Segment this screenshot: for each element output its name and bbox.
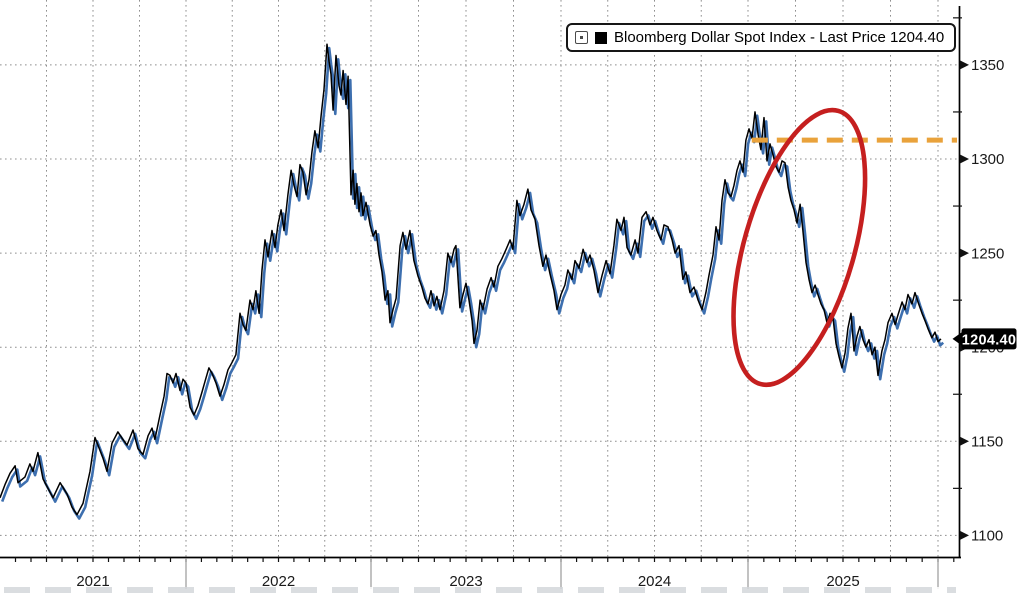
y-axis-tick-arrow-icon bbox=[960, 530, 969, 540]
y-axis-tick-arrow-icon bbox=[960, 436, 969, 446]
legend-toggle-icon[interactable] bbox=[575, 31, 588, 44]
legend-series-marker bbox=[595, 31, 607, 44]
x-axis-year-label: 2024 bbox=[638, 573, 671, 590]
y-axis-tick-arrow-icon bbox=[960, 248, 969, 258]
y-axis-tick-arrow-icon bbox=[960, 154, 969, 164]
y-axis-tick-label: 1250 bbox=[971, 245, 1004, 262]
y-axis-tick-arrow-icon bbox=[960, 60, 969, 70]
legend-box[interactable]: Bloomberg Dollar Spot Index - Last Price… bbox=[566, 23, 957, 52]
y-axis-tick-label: 1350 bbox=[971, 57, 1004, 74]
price-line-series bbox=[0, 43, 945, 520]
y-axis-tick-label: 1100 bbox=[971, 528, 1003, 545]
x-axis-year-label: 2023 bbox=[449, 573, 482, 590]
x-axis-year-label: 2025 bbox=[826, 573, 859, 590]
y-axis-tick-label: 1150 bbox=[971, 434, 1003, 451]
gridlines bbox=[0, 0, 958, 557]
highlight-ellipse-annotation bbox=[731, 107, 868, 388]
last-price-flag-pointer-icon bbox=[952, 331, 963, 347]
x-axis-year-label: 2021 bbox=[76, 573, 109, 590]
legend-series-label: Bloomberg Dollar Spot Index - Last Price… bbox=[614, 29, 945, 46]
axes: 2021202220232024202513501300125012001150… bbox=[0, 6, 1004, 590]
legend-toggle-dot bbox=[580, 36, 583, 39]
last-price-flag: 1204.40 bbox=[952, 328, 1017, 350]
price-line bbox=[0, 43, 942, 516]
y-axis-tick-label: 1300 bbox=[971, 151, 1004, 168]
cropped-footer-strip bbox=[4, 587, 956, 593]
last-price-flag-label: 1204.40 bbox=[962, 332, 1017, 348]
price-line-shadow bbox=[0, 46, 945, 520]
x-axis-year-label: 2022 bbox=[262, 573, 295, 590]
